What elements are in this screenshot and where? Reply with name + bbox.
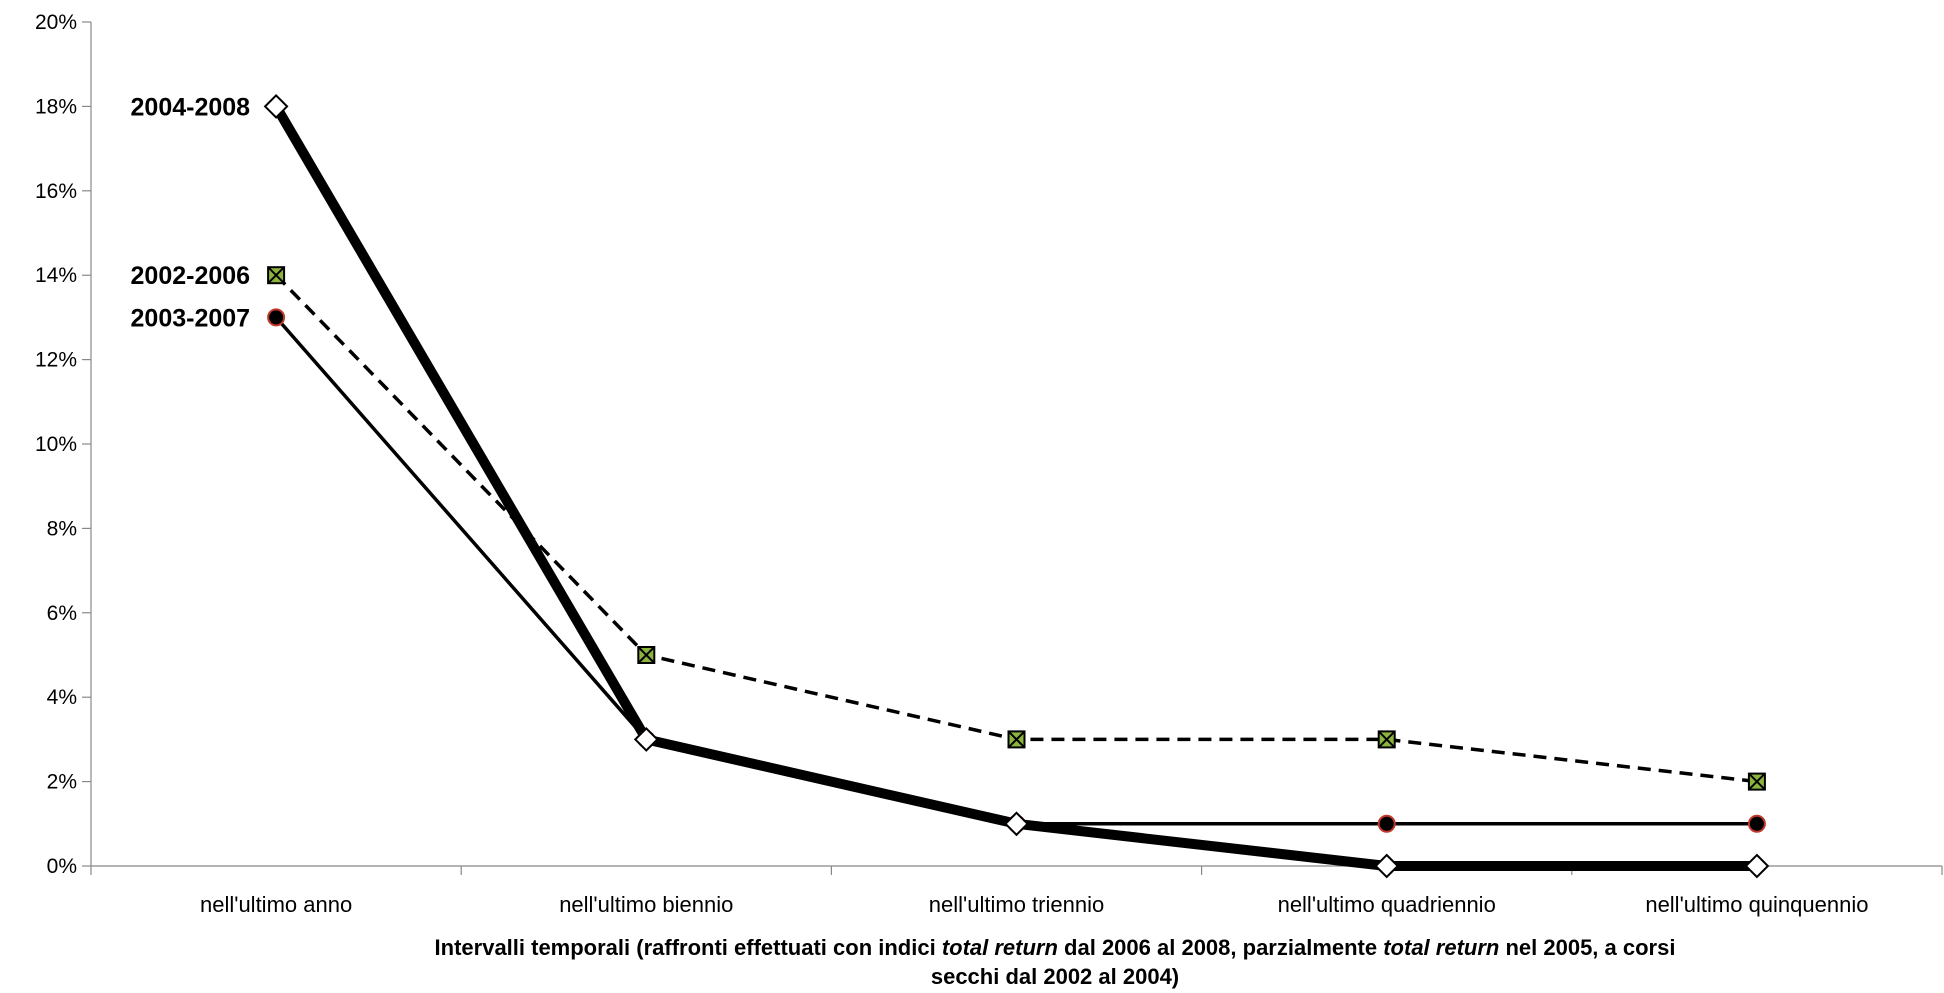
x-tick-label: nell'ultimo biennio (559, 892, 733, 917)
x-tick-label: nell'ultimo anno (200, 892, 352, 917)
x-axis-title-line1: Intervalli temporali (raffronti effettua… (435, 935, 1676, 960)
y-tick-label: 18% (35, 95, 77, 118)
y-tick-label: 8% (47, 517, 77, 540)
point-2004-2008 (1004, 811, 1029, 837)
x-axis-categories: nell'ultimo anno nell'ultimo biennio nell'… (90, 866, 1943, 917)
point-2002-2006 (267, 266, 286, 285)
point-2004-2008 (263, 93, 289, 119)
series-label-2003-2007: 2003-2007 (131, 304, 251, 332)
point-2004-2008 (633, 726, 659, 752)
series-label-2002-2006: 2002-2006 (131, 262, 251, 290)
y-tick-label: 2% (47, 771, 77, 794)
y-tick-label: 12% (35, 349, 77, 372)
point-2003-2007 (1377, 814, 1396, 833)
y-tick-label: 10% (35, 433, 77, 456)
y-tick-label: 4% (47, 686, 77, 709)
x-tick-label: nell'ultimo triennio (929, 892, 1104, 917)
point-2004-2008 (1374, 853, 1400, 879)
point-2003-2007 (1747, 814, 1766, 833)
series-line-2004-2008 (271, 103, 1757, 871)
series-group (263, 93, 1770, 879)
series-line-2002-2006 (274, 273, 1758, 784)
point-2002-2006 (637, 646, 656, 664)
y-tick-label: 16% (35, 180, 77, 203)
y-tick-label: 6% (47, 602, 77, 625)
series-label-2004-2008: 2004-2008 (131, 93, 251, 121)
y-axis-ticks: 0% 2% 4% 6% 8% 10% 12% 14% 16% 18% 20% (35, 11, 91, 878)
y-tick-label: 20% (35, 11, 77, 34)
point-2003-2007 (267, 308, 286, 327)
y-tick-label: 14% (35, 264, 77, 287)
point-2002-2006 (1377, 730, 1396, 749)
series-labels: 2002-2006 2003-2007 2004-2008 (131, 93, 251, 332)
point-2002-2006 (1747, 772, 1766, 791)
x-tick-label: nell'ultimo quadriennio (1278, 892, 1496, 917)
x-axis-title-line2: secchi dal 2002 al 2004) (931, 964, 1179, 989)
point-2002-2006 (1007, 730, 1026, 749)
point-2004-2008 (1744, 853, 1770, 879)
y-tick-label: 0% (47, 855, 77, 878)
x-tick-label: nell'ultimo quinquennio (1645, 892, 1868, 917)
